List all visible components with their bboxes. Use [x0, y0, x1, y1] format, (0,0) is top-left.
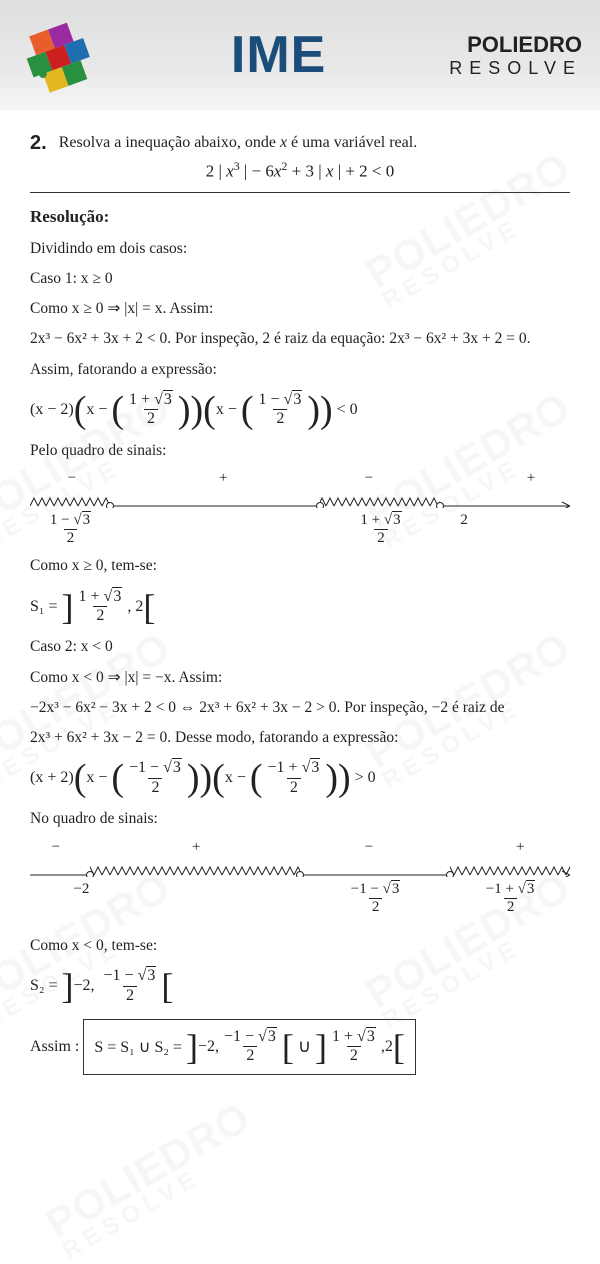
text-line: Como x < 0 ⇒ |x| = −x. Assim: — [30, 666, 570, 689]
factored-expr-1: (x − 2) ( x − ( 1 + 32 ) ) ( x − ( 1 − 3… — [30, 391, 570, 429]
exam-title: IME — [231, 25, 326, 85]
text-line: Dividindo em dois casos: — [30, 237, 570, 260]
text-line: Caso 1: x ≥ 0 — [30, 267, 570, 290]
final-answer: Assim : S = S₁ ∪ S₂ = ] −2 , −1 − 32 [ ∪… — [30, 1019, 570, 1075]
brand-logo: POLIEDRO RESOLVE — [449, 32, 582, 79]
question-text: Resolva a inequação abaixo, onde x é uma… — [59, 132, 418, 154]
factor-mid: x − — [216, 401, 237, 419]
text-line: −2x³ − 6x² − 3x + 2 < 0 ⇔ 2x³ + 6x² + 3x… — [30, 696, 570, 719]
puzzle-logo-icon — [18, 18, 108, 93]
sign-chart-2: − + − + −2 −1 − 32 −1 + 32 — [30, 839, 570, 917]
question-number: 2. — [30, 132, 47, 155]
brand-bottom: RESOLVE — [449, 58, 582, 79]
text-line: 2x³ + 6x² + 3x − 2 = 0. Desse modo, fato… — [30, 726, 570, 749]
watermark: POLIEDRORESOLVE — [40, 1097, 267, 1262]
factor-pre: (x − 2) — [30, 401, 74, 419]
factored-expr-2: (x + 2) ( x − ( −1 − 32 ) ) ( x − ( −1 +… — [30, 759, 570, 797]
main-inequality: 2 | x3 | − 6x2 + 3 | x | + 2 < 0 — [30, 159, 570, 182]
brand-top: POLIEDRO — [449, 32, 582, 58]
factor-op: < 0 — [337, 401, 358, 419]
var-x: x — [280, 134, 287, 151]
page-header: IME POLIEDRO RESOLVE — [0, 0, 600, 110]
solution-s2: S₂ = ] −2 , −1 − 32 [ — [30, 967, 570, 1005]
text-line: Como x ≥ 0, tem-se: — [30, 554, 570, 577]
text-line: Como x < 0, tem-se: — [30, 934, 570, 957]
page-content: 2. Resolva a inequação abaixo, onde x é … — [0, 110, 600, 1115]
text-line: Caso 2: x < 0 — [30, 635, 570, 658]
text-line: Como x ≥ 0 ⇒ |x| = x. Assim: — [30, 297, 570, 320]
text-line: 2x³ − 6x² + 3x + 2 < 0. Por inspeção, 2 … — [30, 327, 570, 350]
factor-mid: x − — [86, 401, 107, 419]
text-line: Assim, fatorando a expressão: — [30, 358, 570, 381]
text-line: No quadro de sinais: — [30, 807, 570, 830]
prompt-before: Resolva a inequação abaixo, onde — [59, 134, 280, 151]
prompt-after: é uma variável real. — [287, 134, 417, 151]
resolution-label: Resolução: — [30, 207, 570, 227]
text-line: Pelo quadro de sinais: — [30, 439, 570, 462]
sign-chart-1: − + − + 1 − 32 1 + 32 2 — [30, 470, 570, 548]
divider — [30, 192, 570, 193]
question-line: 2. Resolva a inequação abaixo, onde x é … — [30, 132, 570, 155]
solution-s1: S₁ = ] 1 + 32 , 2 [ — [30, 588, 570, 626]
